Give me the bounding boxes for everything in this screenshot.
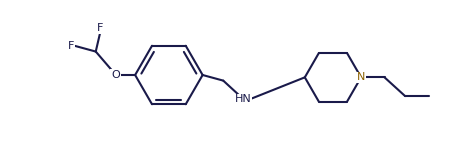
Text: F: F [68, 41, 75, 51]
Text: O: O [111, 70, 120, 80]
Text: N: N [357, 72, 365, 82]
Text: F: F [97, 23, 104, 33]
Text: HN: HN [234, 94, 251, 104]
